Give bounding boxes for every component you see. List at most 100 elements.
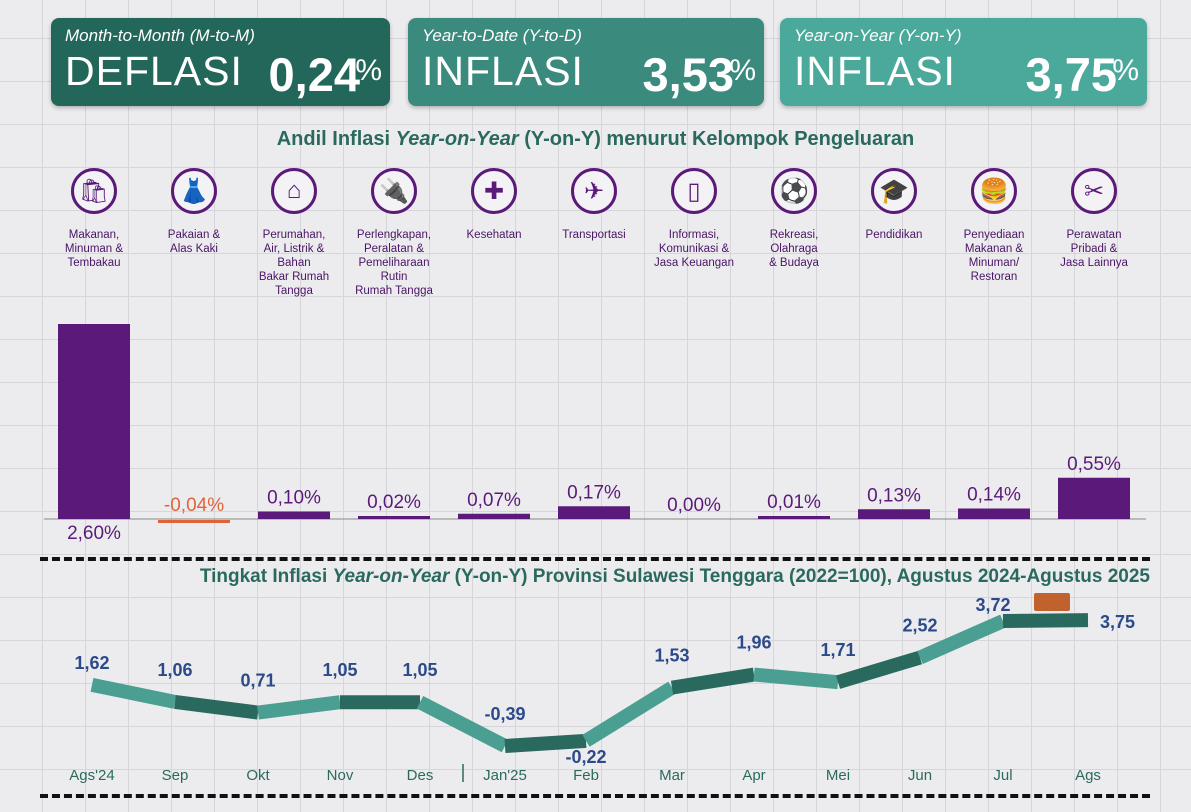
line-value-label: 1,05 <box>402 660 437 680</box>
graduation-cap-icon: 🎓 <box>871 168 917 214</box>
line-segment <box>670 667 756 695</box>
airplane-icon: ✈ <box>571 168 617 214</box>
line-segment <box>416 696 509 753</box>
bar-value-label: -0,04% <box>164 495 224 516</box>
bar-value-label: 0,13% <box>867 485 921 506</box>
bar <box>258 511 330 519</box>
category-label: Perlengkapan, Peralatan & Pemeliharaan R… <box>355 229 433 297</box>
divider <box>40 794 1150 798</box>
bar <box>858 509 930 519</box>
line-value-label: 3,75 <box>1100 612 1135 632</box>
medical-kit-icon: ✚ <box>471 168 517 214</box>
line-value-label: 1,53 <box>654 646 689 666</box>
bar <box>558 506 630 519</box>
line-value-label: 3,72 <box>975 595 1010 615</box>
category-label: Perumahan, Air, Listrik & Bahan Bakar Ru… <box>258 229 330 297</box>
bar-value-label: 0,00% <box>667 495 721 516</box>
category-label: Makanan, Minuman & Tembakau <box>64 229 124 269</box>
x-tick-label: Feb <box>573 767 599 784</box>
line-segment <box>917 614 1006 664</box>
category-label: Rekreasi, Olahraga & Budaya <box>769 229 819 269</box>
card-kind: DEFLASI <box>65 48 243 94</box>
title-part: Tingkat Inflasi <box>199 566 333 587</box>
line-segment <box>174 694 259 720</box>
line-value-label: -0,39 <box>484 704 525 724</box>
line-value-label: 0,71 <box>240 671 275 691</box>
category-3: 🔌 Perlengkapan, Peralatan & Pemeliharaan … <box>344 168 444 298</box>
category-4: ✚ Kesehatan <box>444 168 544 242</box>
category-label: Transportasi <box>562 229 626 241</box>
bar-chart-title: Andil Inflasi Year-on-Year (Y-on-Y) menu… <box>0 128 1191 151</box>
house-icon: ⌂ <box>271 168 317 214</box>
title-part: Andil Inflasi <box>276 128 396 150</box>
line-value-label: 1,71 <box>820 640 855 660</box>
bar <box>958 508 1030 519</box>
title-part: (Y-on-Y) Provinsi Sulawesi Tenggara (202… <box>449 566 1150 587</box>
bar <box>458 513 530 519</box>
category-7: ⚽ Rekreasi, Olahraga & Budaya <box>744 168 844 270</box>
card-value: 0,24 <box>268 48 360 101</box>
category-label: Pakaian & Alas Kaki <box>167 229 221 255</box>
x-tick-label: Ags <box>1075 767 1101 784</box>
title-part: Year-on-Year <box>332 566 450 587</box>
bar-value-label: 0,02% <box>367 492 421 513</box>
category-label: Kesehatan <box>466 229 522 241</box>
bar-value-label: 0,14% <box>967 485 1021 506</box>
card-value: 3,75 <box>1025 48 1117 101</box>
category-label: Perawatan Pribadi & Jasa Lainnya <box>1060 229 1128 269</box>
dress-icon: 👗 <box>171 168 217 214</box>
card-y-to-d: Year-to-Date (Y-to-D) INFLASI 3,53 % <box>408 18 764 106</box>
card-subtitle: Year-to-Date (Y-to-D) <box>422 26 582 45</box>
line-segment <box>753 667 839 690</box>
line-segment <box>1002 613 1089 629</box>
bar-value-label: 2,60% <box>67 523 121 544</box>
line-chart-title: Tingkat Inflasi Year-on-Year (Y-on-Y) Pr… <box>40 566 1150 588</box>
x-tick-label: Apr <box>742 767 765 784</box>
bar <box>758 516 830 519</box>
card-m-to-m: Month-to-Month (M-to-M) DEFLASI 0,24 % <box>51 18 390 106</box>
plug-icon: 🔌 <box>371 168 417 214</box>
bar-value-label: 0,01% <box>767 492 821 513</box>
line-value-label: -0,22 <box>565 747 606 767</box>
card-subtitle: Year-on-Year (Y-on-Y) <box>794 26 962 45</box>
card-value: 3,53 <box>642 48 734 101</box>
card-unit: % <box>729 54 756 87</box>
line-segment <box>835 650 923 689</box>
line-value-label: 2,52 <box>902 616 937 636</box>
category-1: 👗 Pakaian & Alas Kaki <box>144 168 244 256</box>
line-segment <box>504 733 587 753</box>
line-value-label: 1,96 <box>736 633 771 653</box>
category-label: Pendidikan <box>865 229 923 241</box>
divider <box>40 557 1150 561</box>
bar <box>358 516 430 519</box>
line-segment <box>582 681 676 747</box>
bar <box>1058 477 1130 519</box>
category-5: ✈ Transportasi <box>544 168 644 242</box>
category-8: 🎓 Pendidikan <box>844 168 944 242</box>
phone-icon: ▯ <box>671 168 717 214</box>
x-tick-label: Ags'24 <box>69 767 114 784</box>
x-tick-label: Nov <box>327 767 354 784</box>
line-segment <box>257 695 341 720</box>
card-subtitle: Month-to-Month (M-to-M) <box>65 26 255 45</box>
shopping-bag-icon: 🛍 <box>71 168 117 214</box>
title-part: (Y-on-Y) menurut Kelompok Pengeluaran <box>518 128 915 150</box>
category-10: ✂ Perawatan Pribadi & Jasa Lainnya <box>1044 168 1144 270</box>
x-tick-label: Mei <box>826 767 850 784</box>
bar-value-label: 0,55% <box>1067 454 1121 475</box>
bar-value-label: 0,07% <box>467 490 521 511</box>
category-9: 🍔 Penyediaan Makanan & Minuman/ Restoran <box>944 168 1044 284</box>
bar <box>58 324 130 519</box>
line-value-label: 1,62 <box>74 653 109 673</box>
line-value-label: 1,06 <box>157 660 192 680</box>
category-label: Penyediaan Makanan & Minuman/ Restoran <box>963 229 1025 283</box>
x-tick-label: Jan'25 <box>483 767 527 784</box>
card-kind: INFLASI <box>422 48 584 94</box>
line-segment <box>90 678 177 709</box>
card-unit: % <box>355 54 382 87</box>
line-value-label: 1,05 <box>322 660 357 680</box>
card-y-on-y: Year-on-Year (Y-on-Y) INFLASI 3,75 % <box>780 18 1147 106</box>
x-tick-label: Sep <box>162 767 189 784</box>
category-label: Informasi, Komunikasi & Jasa Keuangan <box>654 229 734 269</box>
